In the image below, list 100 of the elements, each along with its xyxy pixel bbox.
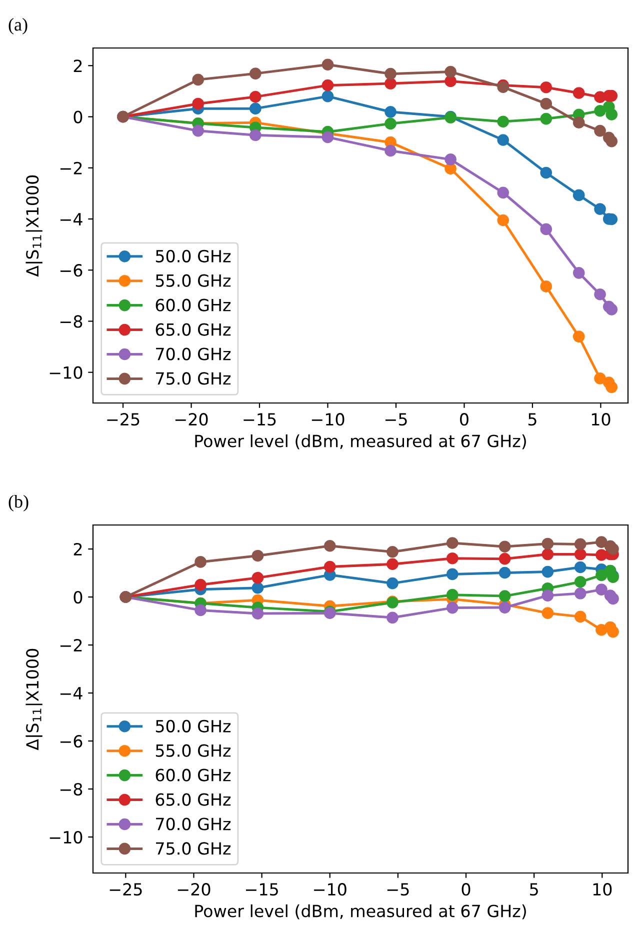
point bbox=[594, 203, 606, 215]
point bbox=[594, 288, 606, 300]
x-axis-title: Power level (dBm, measured at 67 GHz) bbox=[195, 434, 526, 450]
legend-label: 65.0 GHz bbox=[156, 793, 231, 806]
legend-label: 55.0 GHz bbox=[156, 744, 231, 757]
legend-label: 70.0 GHz bbox=[156, 348, 231, 360]
point bbox=[192, 98, 204, 110]
point bbox=[572, 116, 585, 129]
y-tick-label: −6 bbox=[60, 734, 82, 748]
point bbox=[322, 79, 334, 92]
x-tick-label: −25 bbox=[107, 413, 140, 426]
point bbox=[384, 106, 396, 118]
y-tick-label: 0 bbox=[74, 110, 82, 124]
point bbox=[574, 576, 586, 588]
point bbox=[386, 612, 398, 624]
point bbox=[574, 548, 586, 560]
point bbox=[574, 561, 586, 574]
point bbox=[497, 214, 510, 226]
point bbox=[594, 372, 606, 384]
x-tick-label: −25 bbox=[110, 883, 142, 896]
x-axis-title: Power level (dBm, measured at 67 GHz) bbox=[195, 904, 526, 920]
x-tick-label: 10 bbox=[593, 883, 612, 896]
point bbox=[574, 538, 586, 550]
point bbox=[386, 546, 398, 558]
point bbox=[572, 189, 585, 202]
point bbox=[324, 560, 336, 573]
point bbox=[444, 66, 456, 78]
x-tick-label: −10 bbox=[314, 883, 346, 896]
point bbox=[572, 87, 585, 99]
point bbox=[606, 108, 618, 120]
chart-title: (a) bbox=[8, 18, 28, 34]
point bbox=[574, 610, 586, 623]
point bbox=[250, 129, 262, 142]
point bbox=[250, 102, 262, 114]
point bbox=[606, 135, 618, 148]
point bbox=[607, 626, 619, 638]
y-tick-label: −2 bbox=[60, 638, 82, 652]
point bbox=[542, 590, 554, 602]
y-tick-label: −10 bbox=[50, 830, 82, 844]
point bbox=[498, 602, 511, 614]
x-tick-label: −20 bbox=[178, 883, 210, 896]
point bbox=[386, 558, 398, 570]
point bbox=[596, 624, 608, 636]
point bbox=[498, 566, 511, 579]
legend-label: 50.0 GHz bbox=[156, 720, 231, 732]
point bbox=[324, 540, 336, 552]
point bbox=[446, 552, 458, 564]
point bbox=[446, 568, 458, 580]
point bbox=[540, 112, 552, 125]
point bbox=[446, 602, 458, 614]
point bbox=[572, 330, 585, 342]
point bbox=[250, 90, 262, 103]
x-tick-label: 5 bbox=[528, 413, 536, 426]
point bbox=[386, 577, 398, 590]
x-tick-label: 0 bbox=[462, 883, 470, 896]
point bbox=[192, 124, 204, 137]
point bbox=[497, 116, 510, 128]
point bbox=[252, 572, 264, 584]
point bbox=[606, 304, 618, 316]
chart-title: (b) bbox=[8, 495, 28, 512]
x-tick-label: −15 bbox=[244, 413, 276, 426]
point bbox=[540, 98, 552, 110]
point bbox=[384, 144, 396, 157]
point bbox=[194, 556, 206, 568]
y-tick-label: 2 bbox=[74, 60, 82, 72]
x-tick-label: 10 bbox=[592, 413, 610, 426]
point bbox=[384, 68, 396, 80]
point bbox=[446, 588, 458, 601]
point bbox=[498, 540, 511, 553]
x-tick-label: 0 bbox=[460, 413, 468, 426]
point bbox=[542, 538, 554, 550]
x-tick-label: −20 bbox=[175, 413, 208, 426]
point bbox=[194, 578, 206, 591]
point bbox=[607, 592, 619, 605]
point bbox=[322, 90, 334, 102]
point bbox=[594, 124, 606, 137]
y-tick-label: −4 bbox=[60, 687, 82, 700]
point bbox=[384, 78, 396, 90]
point bbox=[444, 154, 456, 166]
point bbox=[594, 104, 606, 117]
point bbox=[252, 550, 264, 562]
point bbox=[540, 166, 552, 179]
point bbox=[540, 223, 552, 236]
point bbox=[596, 536, 608, 548]
legend-label: 75.0 GHz bbox=[156, 842, 231, 855]
point bbox=[542, 566, 554, 578]
x-tick-label: 5 bbox=[530, 883, 538, 896]
y-tick-label: −4 bbox=[60, 213, 82, 226]
y-axis-title: Δ|S$_{11}$|X1000 bbox=[26, 175, 42, 277]
point bbox=[574, 587, 586, 600]
legend-label: 50.0 GHz bbox=[156, 250, 231, 262]
point bbox=[194, 604, 206, 616]
point bbox=[498, 590, 511, 602]
point bbox=[322, 131, 334, 144]
point bbox=[497, 186, 510, 199]
point bbox=[322, 58, 334, 71]
point bbox=[572, 267, 585, 279]
point bbox=[252, 608, 264, 620]
x-tick-label: −15 bbox=[246, 883, 278, 896]
point bbox=[250, 68, 262, 80]
